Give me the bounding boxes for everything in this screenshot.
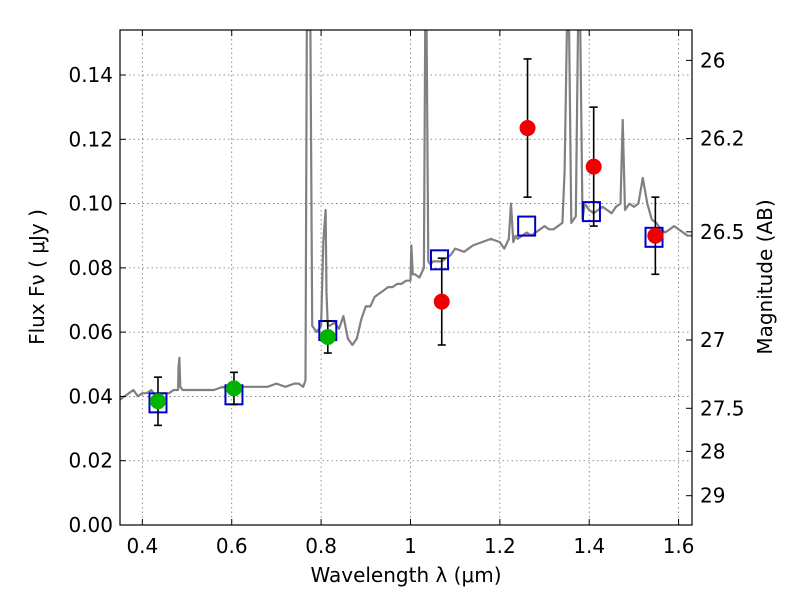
observed-point-marker: [647, 227, 664, 244]
x-axis-title: Wavelength λ (μm): [310, 563, 501, 587]
tick-labels: 0.4 0.6 0.8 1 1.2 1.4 1.6 0.00 0.02 0.04 0.06 0.08 0…: [68, 48, 744, 558]
photometry-markers: [148, 58, 664, 427]
y-axis-title: Flux Fν ( μJy ): [25, 209, 49, 345]
x-tick-label: 0.8: [305, 534, 337, 558]
right-tick-label: 26.5: [700, 220, 745, 244]
x-tick-label: 0.6: [216, 534, 248, 558]
y-tick-label: 0.06: [68, 320, 113, 344]
right-tick-label: 26: [700, 48, 725, 72]
x-tick-label: 1.4: [573, 534, 605, 558]
plot-frame: [119, 29, 693, 526]
observed-point-marker: [225, 380, 242, 397]
x-tick-label: 1.6: [663, 534, 695, 558]
x-tick-label: 0.4: [126, 534, 158, 558]
x-tick-label: 1: [404, 534, 417, 558]
y-tick-label: 0.14: [68, 63, 113, 87]
y-tick-label: 0.08: [68, 256, 113, 280]
right-axis-title: Magnitude (AB): [753, 199, 777, 354]
y-tick-label: 0.02: [68, 449, 113, 473]
observed-point-marker: [519, 120, 536, 137]
model-square-marker: [581, 201, 601, 223]
observed-point-marker: [433, 293, 450, 310]
right-tick-label: 26.2: [700, 127, 745, 151]
y-tick-label: 0.00: [68, 513, 113, 537]
right-tick-label: 28: [700, 439, 725, 463]
spectrum-series: [120, 30, 692, 401]
spectrum-line: [120, 30, 692, 401]
right-tick-label: 27: [700, 328, 725, 352]
observed-point-marker: [585, 158, 602, 175]
axis-ticks: [120, 30, 692, 526]
right-tick-label: 27.5: [700, 396, 745, 420]
y-tick-label: 0.12: [68, 127, 113, 151]
x-tick-label: 1.2: [484, 534, 516, 558]
grid-lines: [120, 30, 692, 526]
model-square-marker: [430, 249, 450, 271]
observed-point-marker: [149, 393, 166, 410]
y-tick-label: 0.10: [68, 192, 113, 216]
model-square-marker: [517, 215, 537, 237]
right-tick-label: 29: [700, 484, 725, 508]
y-tick-label: 0.04: [68, 384, 113, 408]
observed-point-marker: [319, 328, 336, 345]
